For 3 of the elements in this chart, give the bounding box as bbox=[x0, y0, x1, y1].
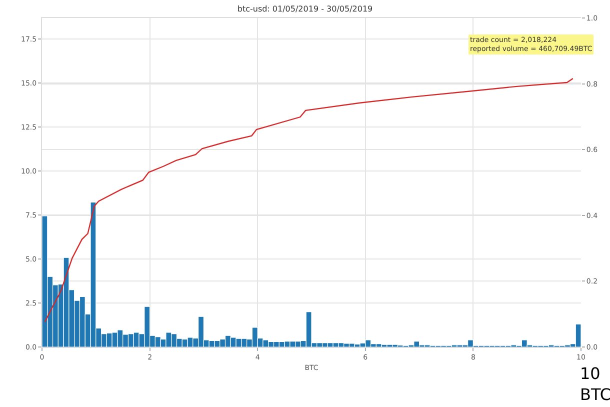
chart-title: btc-usd: 01/05/2019 - 30/05/2019 bbox=[237, 4, 373, 14]
line-series bbox=[44, 78, 574, 323]
text: 10 BTC bbox=[580, 364, 610, 404]
